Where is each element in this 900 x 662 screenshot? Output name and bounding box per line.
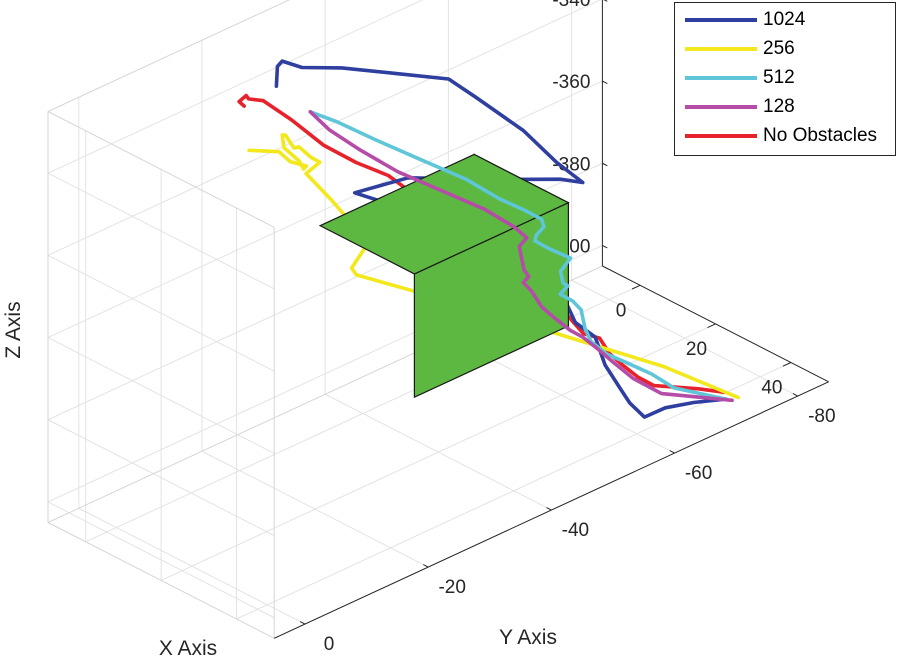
legend-label: 128 [763, 96, 795, 117]
legend-item: No Obstacles [675, 123, 895, 149]
box-edge [47, 0, 291, 112]
legend-item: 1024 [675, 7, 895, 33]
grid-line [201, 450, 429, 568]
x-tick-label: 0 [616, 300, 627, 321]
grid-line [47, 0, 424, 174]
legend-item: 256 [675, 36, 895, 62]
legend: 1024 256 512 128 No Obstacles [674, 2, 896, 156]
grid-line [78, 507, 306, 625]
legend-label: 512 [763, 67, 795, 88]
grid-line [47, 254, 275, 372]
x-tick-label: 40 [761, 378, 782, 399]
data-layer [237, 59, 741, 419]
series-line-256 [247, 133, 741, 400]
y-tick-mark [669, 450, 675, 454]
z-tick-label: -340 [552, 0, 590, 11]
z-tick-mark [603, 0, 608, 2]
x-tick-mark [707, 323, 716, 329]
y-tick-label: 0 [324, 634, 335, 655]
x-tick-mark [782, 362, 792, 367]
y-tick-mark [792, 393, 799, 397]
grid-line [47, 501, 275, 619]
z-tick-mark [602, 245, 608, 249]
box-edge [47, 111, 275, 228]
series-line-128 [308, 110, 734, 403]
grid-line [571, 279, 799, 397]
z-tick-mark [602, 80, 608, 85]
legend-swatch [685, 18, 757, 22]
legend-swatch [685, 134, 757, 138]
z-tick-label: -380 [552, 154, 590, 175]
legend-swatch [685, 105, 757, 109]
legend-item: 512 [675, 65, 895, 91]
x-tick-label: 20 [686, 339, 707, 360]
x-axis-label: X Axis [159, 637, 217, 660]
y-tick-label: -20 [438, 577, 465, 598]
y-tick-label: -80 [808, 406, 835, 427]
legend-swatch [685, 47, 757, 51]
legend-label: 1024 [763, 9, 806, 30]
z-tick-mark [602, 162, 608, 167]
z-axis-label: Z Axis [2, 301, 25, 358]
grid-line [47, 337, 275, 454]
y-axis-label: Y Axis [499, 626, 557, 649]
x-tick-mark [631, 284, 641, 290]
y-tick-label: -40 [562, 520, 589, 541]
grid-line [324, 393, 552, 511]
y-tick-mark [423, 564, 429, 568]
grid-line [47, 419, 275, 536]
z-tick-label: -360 [552, 72, 590, 93]
y-tick-mark [299, 621, 306, 625]
legend-label: No Obstacles [763, 125, 878, 146]
grid-line [47, 80, 603, 339]
obstacle-top-face [318, 153, 570, 275]
box-edge [47, 522, 275, 639]
legend-swatch [685, 76, 757, 80]
series-line-1024 [274, 59, 728, 419]
grid-line [47, 172, 275, 290]
legend-item: 128 [675, 94, 895, 120]
y-tick-label: -60 [685, 463, 712, 484]
y-tick-mark [546, 507, 552, 511]
legend-label: 256 [763, 38, 795, 59]
